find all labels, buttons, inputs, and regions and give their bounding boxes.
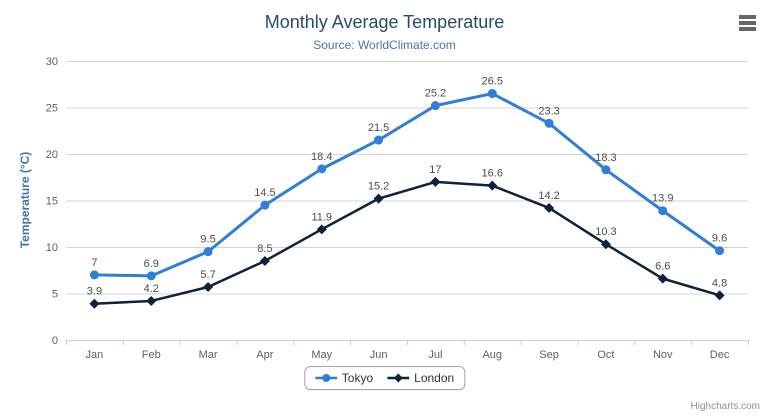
data-point-label: 21.5 bbox=[368, 122, 389, 134]
credits-link[interactable]: Highcharts.com bbox=[690, 401, 760, 412]
data-point-marker[interactable] bbox=[601, 165, 611, 175]
y-tick-label: 10 bbox=[46, 242, 58, 254]
export-menu-bar bbox=[739, 27, 756, 31]
data-point-label: 9.5 bbox=[200, 234, 215, 246]
data-point-marker[interactable] bbox=[714, 290, 725, 301]
data-point-marker[interactable] bbox=[203, 281, 214, 292]
y-tick-label: 0 bbox=[52, 335, 58, 347]
data-point-label: 25.2 bbox=[425, 88, 446, 100]
x-tick-label: Feb bbox=[142, 349, 161, 361]
data-point-marker[interactable] bbox=[317, 164, 327, 174]
data-point-label: 18.3 bbox=[595, 152, 616, 164]
legend: Tokyo London bbox=[303, 366, 466, 390]
x-tick-label: Sep bbox=[539, 349, 559, 361]
data-point-marker[interactable] bbox=[544, 118, 554, 128]
x-tick-label: Oct bbox=[597, 349, 614, 361]
data-point-label: 7 bbox=[91, 257, 97, 269]
data-point-label: 6.9 bbox=[144, 258, 159, 270]
data-point-label: 9.6 bbox=[712, 233, 727, 245]
legend-item-label: London bbox=[414, 371, 455, 385]
x-tick-label: Mar bbox=[199, 349, 218, 361]
x-tick-label: Jan bbox=[86, 349, 104, 361]
data-point-marker[interactable] bbox=[658, 206, 668, 216]
data-point-label: 13.9 bbox=[652, 193, 673, 205]
y-tick-label: 30 bbox=[46, 56, 58, 68]
series-lines: 7 6.9 9.5 14.5 18.4 21.5 25.2 26.5 23.3 18.3 13.9 9… bbox=[87, 76, 727, 309]
data-point-marker[interactable] bbox=[715, 246, 725, 256]
data-point-label: 14.2 bbox=[538, 190, 559, 202]
x-tick-label: Jun bbox=[370, 349, 388, 361]
data-point-marker[interactable] bbox=[146, 295, 157, 306]
data-point-marker[interactable] bbox=[430, 101, 440, 111]
series-line bbox=[93, 180, 721, 305]
gridlines bbox=[66, 61, 748, 295]
data-point-marker[interactable] bbox=[259, 255, 270, 266]
data-point-marker[interactable] bbox=[374, 135, 384, 145]
data-point-label: 10.3 bbox=[595, 226, 616, 238]
data-point-marker[interactable] bbox=[487, 89, 497, 99]
y-tick-label: 20 bbox=[46, 149, 58, 161]
data-point-label: 6.6 bbox=[655, 261, 670, 273]
data-point-label: 4.8 bbox=[712, 277, 727, 289]
data-point-marker[interactable] bbox=[544, 202, 555, 213]
data-point-marker[interactable] bbox=[89, 270, 99, 280]
data-point-label: 15.2 bbox=[368, 181, 389, 193]
x-tick-label: Dec bbox=[710, 349, 730, 361]
legend-item-label: Tokyo bbox=[341, 371, 374, 385]
data-point-marker[interactable] bbox=[260, 200, 270, 210]
legend-item-london[interactable]: London bbox=[387, 371, 454, 385]
y-axis-tick-labels: 0 5 10 15 20 25 30 bbox=[46, 56, 58, 347]
legend-marker-tokyo bbox=[314, 374, 337, 382]
chart-title: Monthly Average Temperature bbox=[264, 12, 505, 32]
export-menu-bar bbox=[739, 21, 756, 25]
legend-item-tokyo[interactable]: Tokyo bbox=[314, 371, 374, 385]
data-point-marker[interactable] bbox=[487, 180, 498, 191]
chart-subtitle: Source: WorldClimate.com bbox=[313, 38, 456, 52]
data-point-marker[interactable] bbox=[89, 298, 100, 309]
export-menu-bar bbox=[739, 15, 756, 19]
data-point-marker[interactable] bbox=[146, 271, 156, 281]
x-tick-label: Aug bbox=[482, 349, 502, 361]
x-tick-label: Nov bbox=[653, 349, 673, 361]
data-point-label: 11.9 bbox=[311, 211, 332, 223]
data-point-marker[interactable] bbox=[203, 247, 213, 257]
data-point-label: 3.9 bbox=[87, 286, 102, 298]
data-point-label: 23.3 bbox=[538, 105, 559, 117]
data-point-marker[interactable] bbox=[657, 273, 668, 284]
data-point-marker[interactable] bbox=[373, 193, 384, 204]
data-point-label: 26.5 bbox=[482, 76, 503, 88]
data-point-marker[interactable] bbox=[430, 176, 441, 187]
y-tick-label: 5 bbox=[52, 289, 58, 301]
data-point-label: 4.2 bbox=[144, 283, 159, 295]
data-point-marker[interactable] bbox=[316, 224, 327, 235]
data-point-label: 5.7 bbox=[200, 269, 215, 281]
data-point-label: 14.5 bbox=[254, 187, 275, 199]
y-tick-label: 15 bbox=[46, 196, 58, 208]
x-tick-label: May bbox=[311, 349, 332, 361]
series-tokyo[interactable]: 7 6.9 9.5 14.5 18.4 21.5 25.2 26.5 23.3 18.3 13.9 9… bbox=[89, 76, 727, 281]
y-tick-label: 25 bbox=[46, 103, 58, 115]
series-line bbox=[92, 92, 722, 278]
data-point-label: 16.6 bbox=[482, 168, 503, 180]
data-point-label: 8.5 bbox=[257, 243, 272, 255]
data-point-marker[interactable] bbox=[600, 239, 611, 250]
x-tick-label: Apr bbox=[256, 349, 273, 361]
data-point-label: 17 bbox=[429, 164, 441, 176]
data-point-label: 18.4 bbox=[311, 151, 332, 163]
export-menu-icon[interactable] bbox=[739, 15, 756, 31]
series-london[interactable]: 3.9 4.2 5.7 8.5 11.9 15.2 17 16.6 14.2 10.3 6.6 4.8 bbox=[87, 164, 727, 309]
x-tick-label: Jul bbox=[428, 349, 442, 361]
legend-marker-london bbox=[387, 373, 410, 383]
x-axis-tick-labels: Jan Feb Mar Apr May Jun Jul Aug Sep Oct Nov Dec bbox=[86, 349, 730, 361]
y-axis-title: Temperature (°C) bbox=[18, 152, 32, 249]
axis-lines bbox=[66, 340, 749, 345]
